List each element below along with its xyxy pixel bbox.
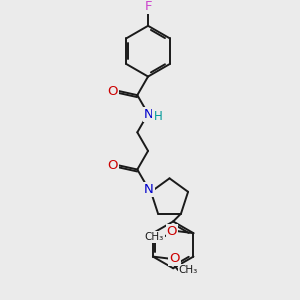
- Text: CH₃: CH₃: [178, 265, 198, 275]
- Text: N: N: [144, 183, 154, 196]
- Text: O: O: [108, 159, 118, 172]
- Text: CH₃: CH₃: [145, 232, 164, 242]
- Text: O: O: [167, 225, 177, 238]
- Text: H: H: [153, 110, 162, 123]
- Text: F: F: [144, 0, 152, 13]
- Text: N: N: [144, 108, 154, 121]
- Text: O: O: [108, 85, 118, 98]
- Text: O: O: [169, 252, 180, 265]
